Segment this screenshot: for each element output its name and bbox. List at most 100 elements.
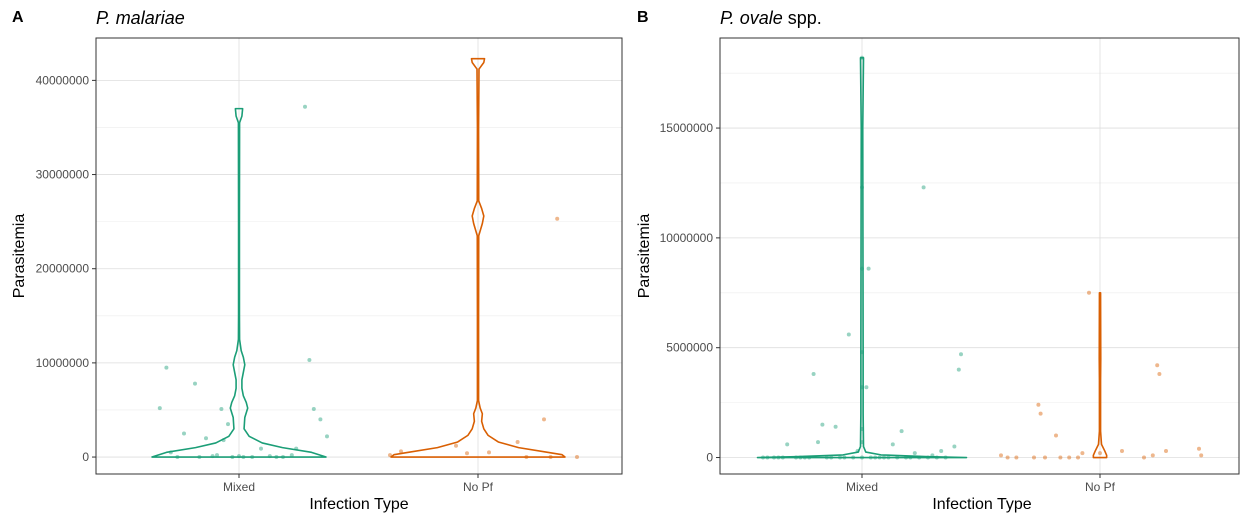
data-point [860, 55, 864, 60]
data-point [860, 266, 864, 271]
data-point [956, 367, 961, 372]
data-point [230, 455, 235, 460]
panel-a-y-tick-label: 20000000 [36, 262, 90, 276]
panel-b-points [761, 55, 1204, 460]
data-point [807, 455, 812, 460]
data-point [833, 424, 838, 429]
panel-a-y-axis-label: Parasitemia [11, 214, 28, 299]
panel-a-letter: A [12, 9, 24, 26]
data-point [780, 455, 785, 460]
data-point [886, 455, 891, 460]
data-point [1199, 453, 1204, 458]
data-point [454, 443, 458, 448]
data-point [548, 455, 553, 460]
data-point [515, 439, 520, 444]
panel-b-title-species: P. ovale [720, 8, 783, 28]
data-point [157, 406, 162, 411]
panel-a-x-axis-label: Infection Type [309, 496, 408, 513]
panel-b: B P. ovale spp. 0 5000000 10000000 15000000… [636, 8, 1240, 513]
data-point [765, 455, 770, 460]
data-point [237, 454, 241, 459]
data-point [487, 450, 491, 455]
data-point [215, 453, 219, 458]
data-point [912, 451, 917, 456]
data-point [802, 455, 807, 460]
data-point [388, 453, 392, 458]
data-point [1080, 451, 1085, 456]
data-point [868, 455, 873, 460]
data-point [904, 455, 908, 460]
data-point [959, 352, 963, 357]
data-point [210, 454, 215, 459]
data-point [1014, 455, 1019, 460]
panel-a-y-tick-label: 30000000 [36, 168, 90, 182]
data-point [164, 365, 169, 370]
panel-b-plot-background [720, 38, 1239, 474]
data-point [221, 438, 226, 443]
data-point [294, 446, 299, 451]
data-point [197, 455, 202, 460]
data-point [921, 185, 926, 190]
panel-a-y-tick-label: 40000000 [36, 73, 90, 87]
data-point [399, 449, 403, 454]
data-point [860, 426, 864, 431]
data-point [303, 104, 307, 109]
data-point [318, 417, 323, 422]
data-point [1157, 372, 1162, 377]
violin-mixed [151, 107, 327, 458]
data-point [226, 422, 230, 427]
data-point [555, 216, 560, 221]
data-point [811, 372, 816, 377]
data-point [952, 444, 957, 449]
data-point [1058, 455, 1063, 460]
data-point [289, 453, 294, 458]
data-point [1038, 411, 1043, 416]
data-point [860, 440, 864, 445]
data-point [999, 453, 1003, 458]
data-point [465, 451, 469, 456]
data-point [882, 455, 886, 460]
panel-b-title: P. ovale spp. [720, 8, 822, 28]
panel-b-violins [756, 56, 1108, 459]
data-point [926, 455, 930, 460]
panel-a-x-tick-label: Mixed [223, 480, 255, 494]
panel-b-x-tick-label: Mixed [846, 480, 878, 494]
panel-b-y-ticks: 0 5000000 10000000 15000000 [660, 121, 720, 465]
panel-a-y-ticks: 0 10000000 20000000 30000000 40000000 [36, 73, 96, 464]
data-point [864, 385, 869, 390]
data-point [1098, 451, 1102, 456]
data-point [846, 332, 851, 337]
data-point [542, 417, 546, 422]
data-point [1076, 455, 1080, 460]
data-point [274, 455, 279, 460]
data-point [241, 455, 246, 460]
panel-a-title: P. malariae [96, 8, 185, 28]
data-point [307, 358, 312, 363]
data-point [1005, 455, 1010, 460]
data-point [860, 350, 864, 355]
data-point [908, 455, 913, 460]
panel-b-y-tick-label: 5000000 [666, 341, 713, 355]
data-point [772, 455, 776, 460]
violin-no-pf [1092, 291, 1108, 459]
data-point [866, 266, 871, 271]
panel-a-x-tick-label: No Pf [463, 480, 494, 494]
panel-b-y-tick-label: 0 [706, 451, 713, 465]
data-point [842, 455, 847, 460]
data-point [895, 455, 900, 460]
panel-a-violins [151, 57, 566, 458]
panel-b-letter: B [637, 9, 649, 26]
violin-mixed [756, 56, 968, 459]
panel-a-x-ticks: Mixed No Pf [223, 474, 494, 494]
violin-no-pf [390, 57, 566, 458]
data-point [820, 422, 825, 427]
data-point [250, 455, 255, 460]
data-point [917, 455, 922, 460]
data-point [1043, 455, 1047, 460]
data-point [934, 455, 939, 460]
data-point [890, 442, 895, 447]
data-point [325, 434, 329, 439]
data-point [761, 455, 765, 460]
data-point [311, 407, 316, 412]
data-point [860, 385, 864, 390]
